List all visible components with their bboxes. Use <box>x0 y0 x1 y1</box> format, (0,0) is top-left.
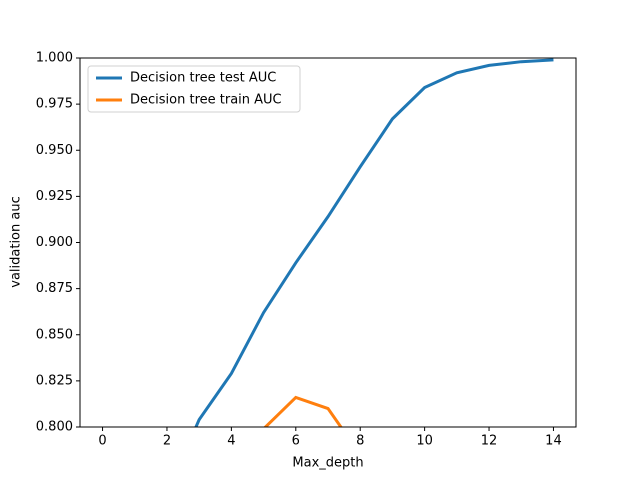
x-tick-label: 10 <box>416 434 433 449</box>
x-tick-label: 0 <box>98 434 106 449</box>
y-tick-label: 0.975 <box>36 97 73 112</box>
y-tick-label: 0.950 <box>36 143 73 158</box>
y-tick-label: 0.900 <box>36 235 73 250</box>
legend-box <box>87 65 301 113</box>
x-tick-label: 14 <box>545 434 562 449</box>
x-tick-label: 2 <box>163 434 171 449</box>
x-tick-label: 12 <box>481 434 498 449</box>
y-tick-label: 0.800 <box>36 420 73 435</box>
x-tick-label: 6 <box>292 434 300 449</box>
y-axis-label: validation auc <box>9 196 24 288</box>
y-tick-label: 1.000 <box>36 51 73 66</box>
y-tick-label: 0.825 <box>36 373 73 388</box>
legend-label: Decision tree train AUC <box>130 93 282 108</box>
x-tick-label: 4 <box>227 434 235 449</box>
legend-label: Decision tree test AUC <box>130 71 276 86</box>
x-axis-label: Max_depth <box>292 456 363 471</box>
axes-frame <box>79 57 577 428</box>
y-tick-label: 0.875 <box>36 281 73 296</box>
y-tick-label: 0.925 <box>36 189 73 204</box>
y-tick-label: 0.850 <box>36 327 73 342</box>
line-series <box>194 58 554 427</box>
x-tick-label: 8 <box>356 434 364 449</box>
line-series <box>263 395 343 427</box>
plot-area <box>194 58 554 427</box>
